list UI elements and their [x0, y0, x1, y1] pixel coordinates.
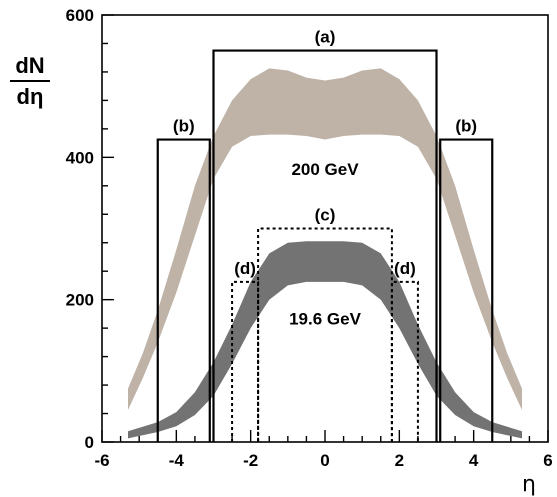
band-annotations: 200 GeV 19.6 GeV: [289, 160, 361, 328]
annotation-1: 19.6 GeV: [289, 310, 361, 329]
region-box-5: [390, 280, 419, 442]
y-tick-label: 600: [66, 6, 94, 25]
y-tick-label: 0: [85, 433, 94, 452]
region-box-0: [212, 49, 438, 442]
x-tick-label: -2: [243, 451, 258, 470]
data-bands: [128, 68, 522, 439]
y-tick-label: 200: [66, 291, 94, 310]
region-box-1: [156, 138, 211, 442]
x-tick-label: 4: [469, 451, 479, 470]
region-label-5: (d): [394, 259, 416, 278]
y-axis-label: dN dη: [10, 53, 50, 109]
x-tick-label: 2: [395, 451, 404, 470]
x-tick-label: 6: [543, 451, 552, 470]
x-tick-label: 0: [320, 451, 329, 470]
region-label-2: (b): [455, 117, 477, 136]
x-axis-label: η: [522, 472, 536, 497]
plot-frame: [101, 14, 549, 443]
y-axis-label-numerator: dN: [15, 53, 44, 78]
region-box-4: [231, 280, 260, 442]
annotation-0: 200 GeV: [291, 160, 359, 179]
x-tick-label: -4: [169, 451, 185, 470]
y-tick-label: 400: [66, 148, 94, 167]
band-series-0: [128, 68, 522, 411]
y-axis-label-denominator: dη: [17, 84, 44, 109]
y-ticks: 0 200 400 600: [66, 6, 114, 452]
eta-regions: (a) (b) (b) (c) (d) (d): [156, 28, 494, 442]
axes: [101, 14, 549, 443]
x-tick-label: -6: [94, 451, 109, 470]
region-label-0: (a): [315, 28, 336, 47]
region-label-4: (d): [234, 259, 256, 278]
region-box-2: [439, 138, 494, 442]
region-label-1: (b): [173, 117, 195, 136]
region-label-3: (c): [315, 206, 336, 225]
x-ticks: -6 -4 -2 0 2 4 6: [94, 430, 553, 470]
band-series-1: [128, 241, 522, 439]
